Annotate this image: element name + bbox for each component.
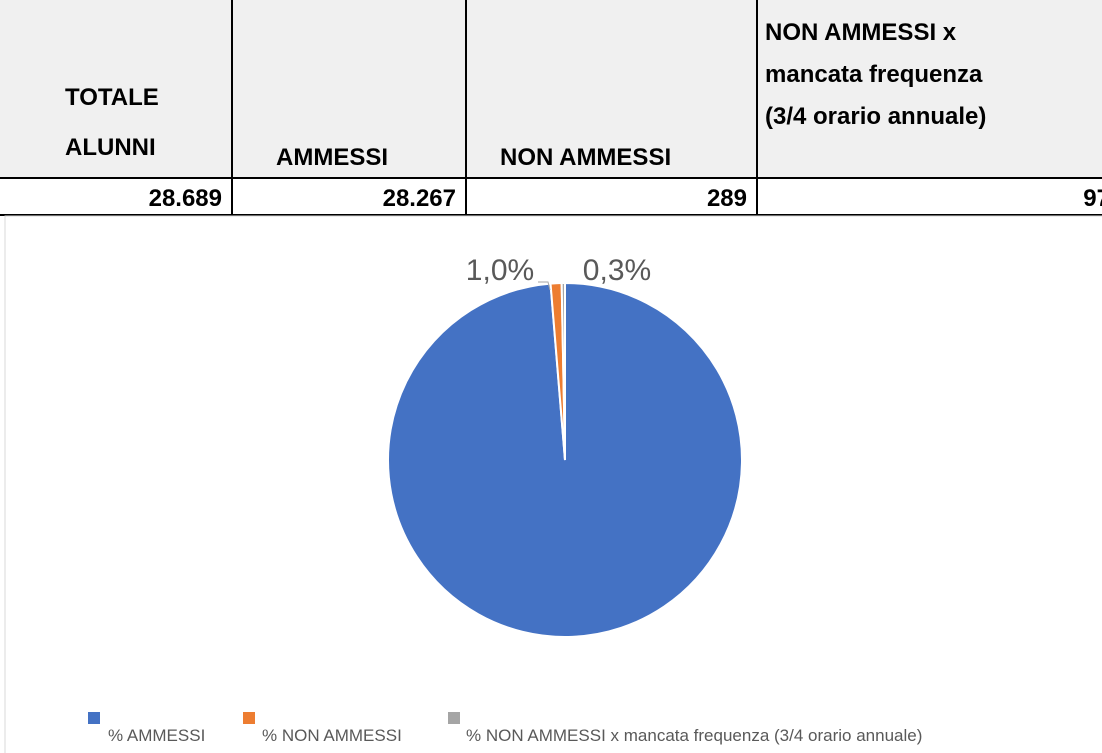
header-cell: ALUNNI bbox=[65, 134, 156, 161]
header-cell: NON AMMESSI bbox=[500, 144, 671, 171]
data-cell: 28.267 bbox=[383, 185, 456, 212]
header-cell: NON AMMESSI x bbox=[765, 19, 957, 46]
header-cell: AMMESSI bbox=[276, 144, 388, 171]
header-cell: (3/4 orario annuale) bbox=[765, 103, 986, 130]
legend-swatch bbox=[243, 712, 255, 724]
legend-label: % NON AMMESSI bbox=[262, 726, 402, 745]
chart-frame bbox=[4, 215, 1102, 753]
header-cell: TOTALE bbox=[65, 84, 159, 111]
header-cell: mancata frequenza bbox=[765, 61, 983, 88]
legend-label: % AMMESSI bbox=[108, 726, 205, 745]
data-row bbox=[0, 178, 1102, 215]
data-cell: 97 bbox=[1083, 185, 1102, 212]
header-row bbox=[0, 0, 1102, 178]
legend-swatch bbox=[448, 712, 460, 724]
legend-label: % NON AMMESSI x mancata frequenza (3/4 o… bbox=[466, 726, 922, 745]
legend-swatch bbox=[88, 712, 100, 724]
leader-line bbox=[538, 281, 551, 291]
data-label: 0,3% bbox=[583, 254, 651, 287]
data-cell: 289 bbox=[707, 185, 747, 212]
pie-slice bbox=[560, 281, 566, 461]
data-label: 1,0% bbox=[466, 254, 534, 287]
data-cell: 28.689 bbox=[149, 185, 222, 212]
